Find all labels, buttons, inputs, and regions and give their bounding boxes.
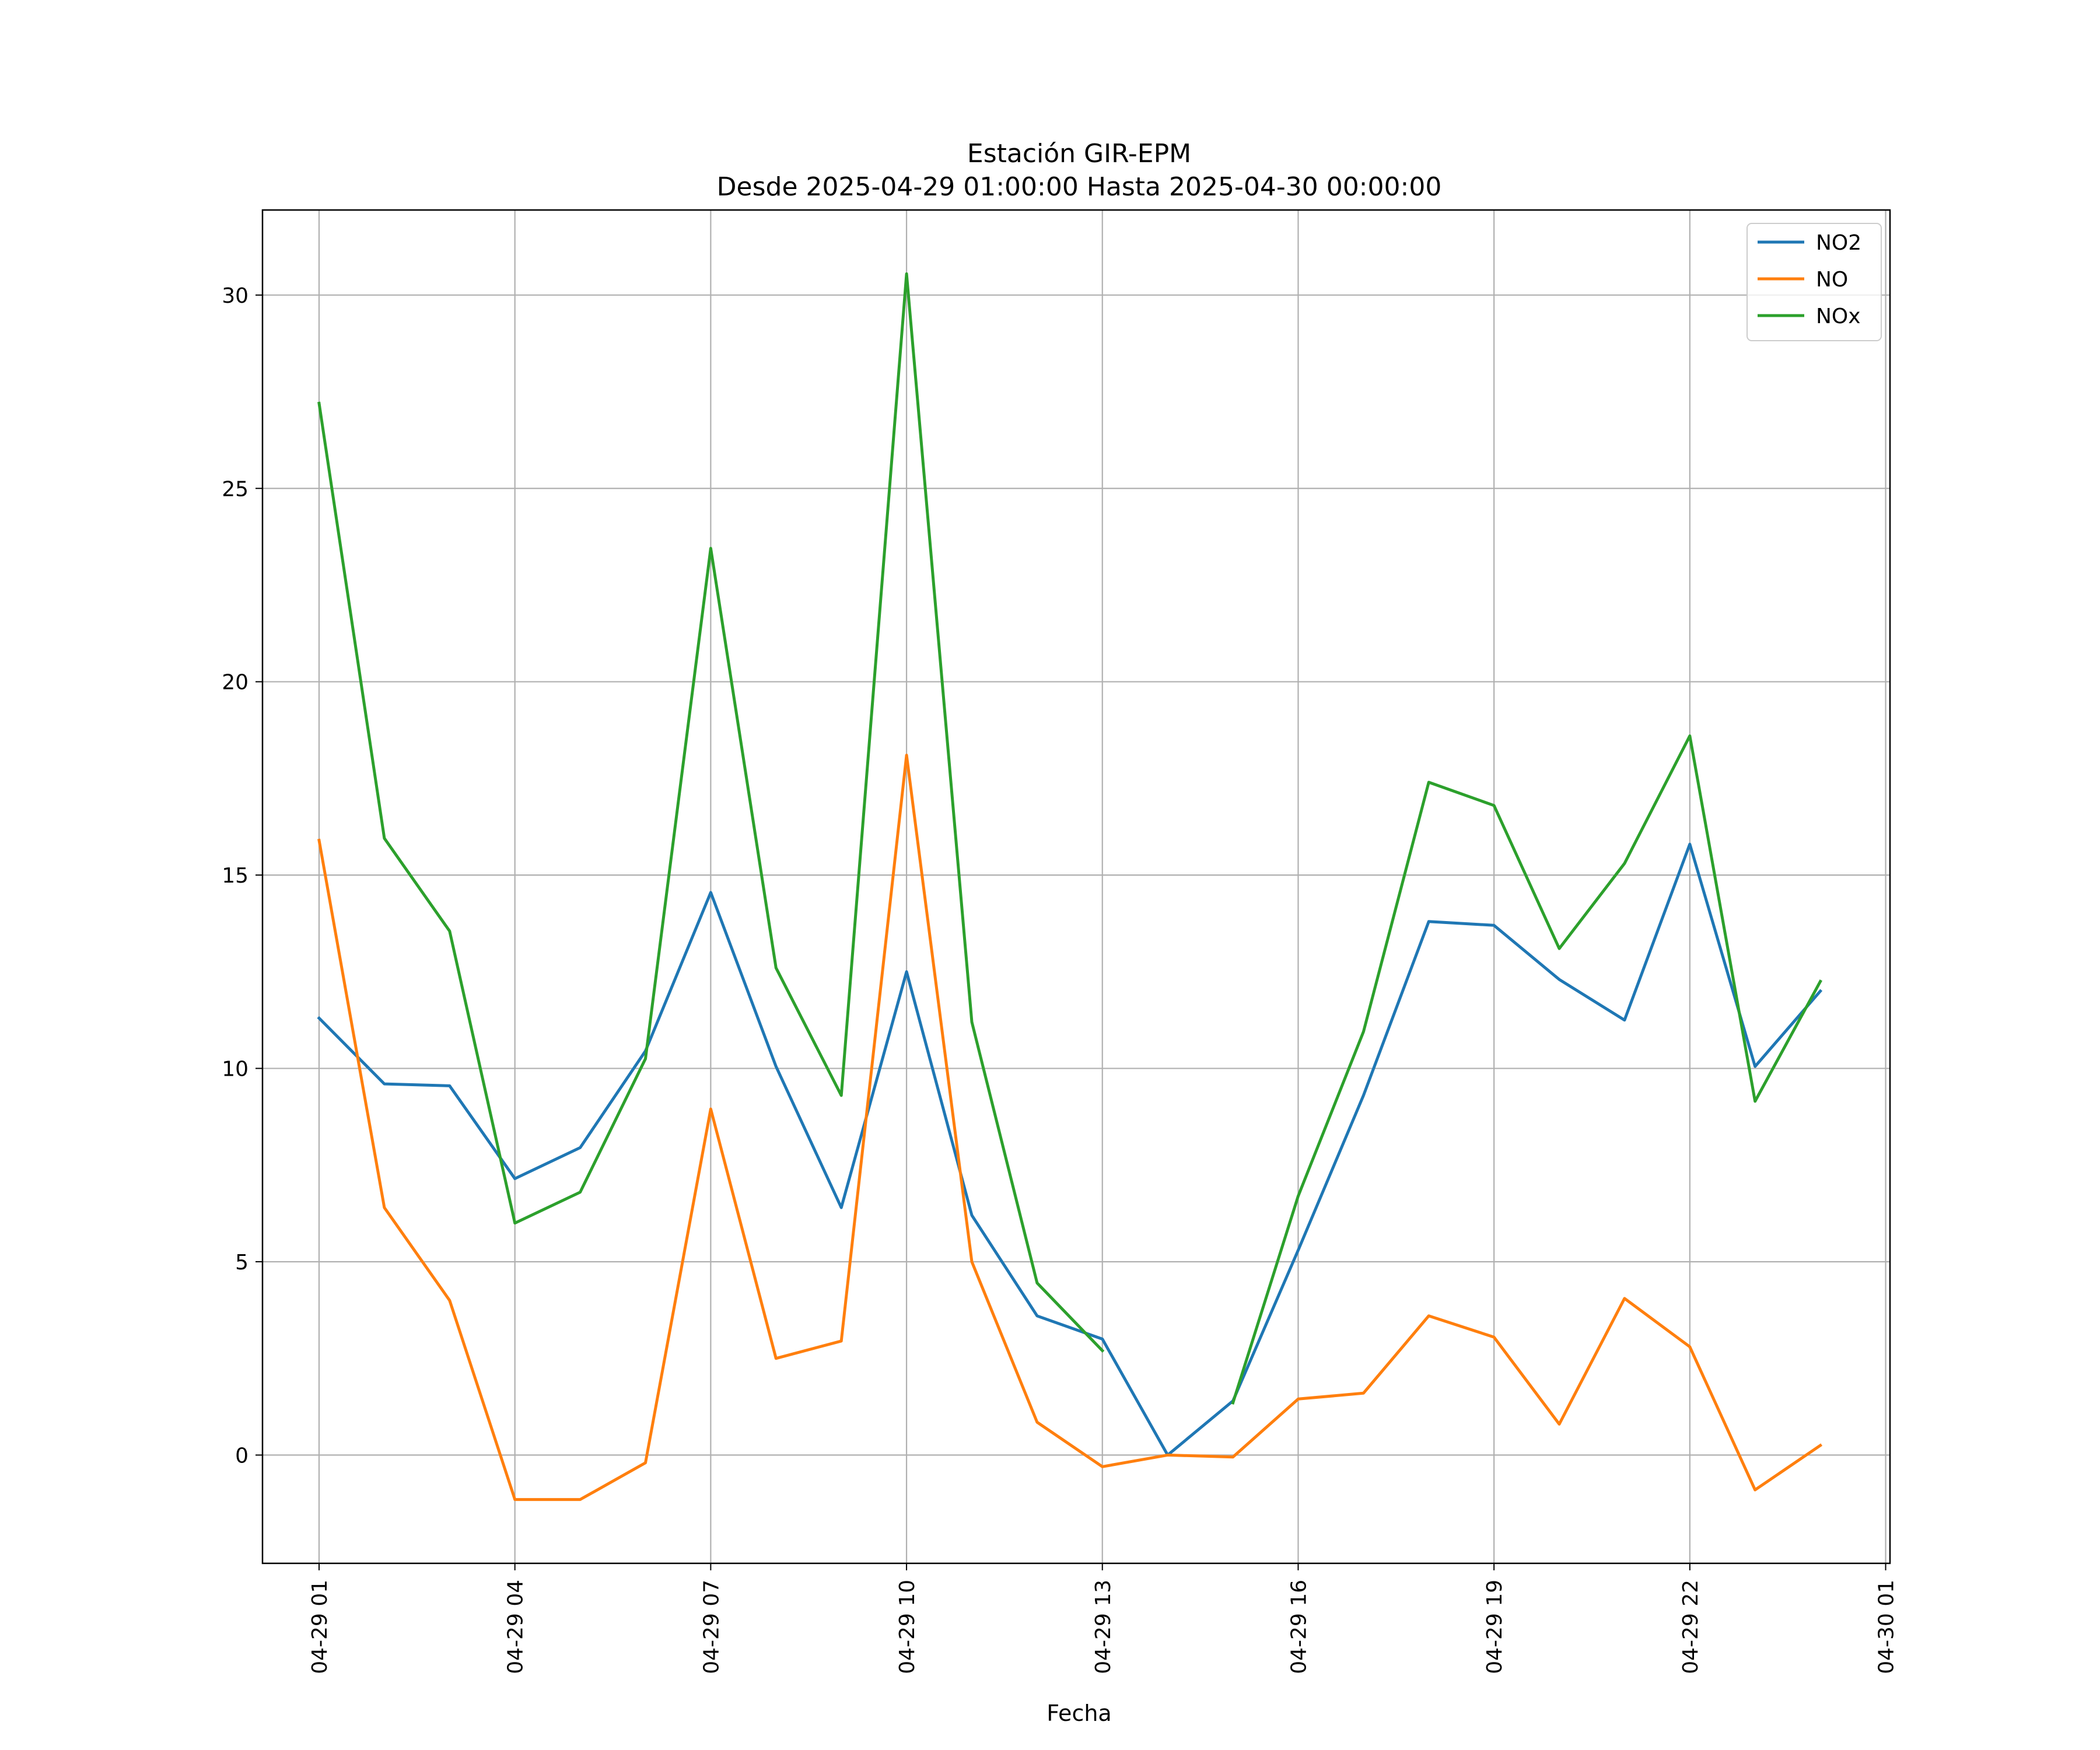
legend-box — [1746, 223, 1882, 341]
grid — [262, 210, 1890, 1563]
legend: NO2 NO NOx — [1746, 223, 1882, 341]
legend-label-no: NO — [1816, 268, 1848, 292]
y-tick-label: 25 — [222, 477, 249, 501]
chart-subtitle: Desde 2025-04-29 01:00:00 Hasta 2025-04-… — [717, 172, 1442, 202]
series-line-no2 — [317, 842, 1823, 1457]
x-tick-label: 04-29 22 — [1679, 1580, 1703, 1674]
y-tick-label: 0 — [235, 1444, 249, 1468]
x-tick-label: 04-29 07 — [699, 1580, 723, 1674]
y-tick-label: 5 — [235, 1251, 249, 1275]
x-tick-label: 04-30 01 — [1875, 1580, 1899, 1674]
x-tick-label: 04-29 13 — [1091, 1580, 1115, 1674]
chart-title: Estación GIR-EPM — [967, 139, 1191, 169]
x-tick-label: 04-29 04 — [504, 1580, 528, 1674]
plot-area-frame — [261, 209, 1891, 1564]
series-lines — [317, 272, 1823, 1502]
x-tick-label: 04-29 10 — [895, 1580, 919, 1674]
y-tick-label: 30 — [222, 284, 249, 308]
x-tick-label: 04-29 19 — [1483, 1580, 1507, 1674]
x-tick-label: 04-29 16 — [1287, 1580, 1311, 1674]
series-line-nox — [317, 272, 1822, 1405]
legend-label-nox: NOx — [1816, 304, 1861, 328]
y-tick-label: 15 — [222, 864, 249, 888]
y-axis: 0 5 10 15 20 25 30 — [222, 284, 262, 1468]
legend-label-no2: NO2 — [1816, 231, 1861, 255]
x-tick-label: 04-29 01 — [308, 1580, 332, 1674]
x-axis: 04-29 01 04-29 04 04-29 07 04-29 10 04-29 13… — [308, 1563, 1899, 1674]
series-line-no — [317, 754, 1823, 1502]
x-axis-label: Fecha — [1046, 1700, 1111, 1726]
y-tick-label: 20 — [222, 671, 249, 695]
y-tick-label: 10 — [222, 1058, 249, 1082]
